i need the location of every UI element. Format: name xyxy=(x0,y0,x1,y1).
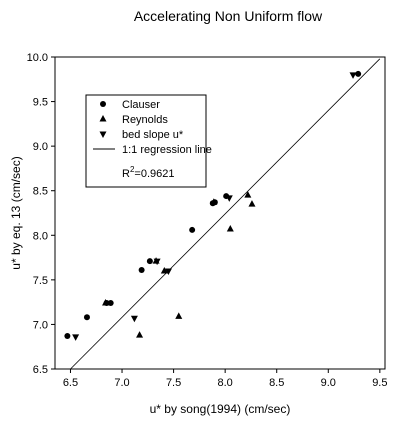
data-point-reynolds xyxy=(210,198,218,205)
data-point-clauser xyxy=(138,267,145,274)
legend-label-bed-slope-u: bed slope u* xyxy=(122,129,184,141)
x-tick-label: 8.5 xyxy=(269,377,284,389)
x-tick-label: 7.0 xyxy=(114,377,129,389)
data-point-clauser xyxy=(83,314,90,321)
y-tick-label: 8.5 xyxy=(33,186,48,198)
x-tick-label: 9.0 xyxy=(321,377,336,389)
y-tick-label: 7.0 xyxy=(33,319,48,331)
data-point-bed-slope-u xyxy=(349,72,357,79)
data-point-reynolds xyxy=(175,312,183,319)
legend-marker-clauser xyxy=(100,101,106,107)
data-point-reynolds xyxy=(248,200,256,207)
data-point-bed-slope-u xyxy=(153,258,161,266)
y-axis-label: u* by eq. 13 (cm/sec) xyxy=(9,156,23,269)
data-point-reynolds xyxy=(160,266,168,274)
legend: Clauser Reynolds bed slope u* 1:1 regressio… xyxy=(85,94,212,188)
legend-label-reynolds: Reynolds xyxy=(122,114,168,126)
data-point-reynolds xyxy=(226,225,234,232)
data-point-clauser xyxy=(355,70,362,77)
legend-box xyxy=(85,94,207,188)
y-tick-label: 7.5 xyxy=(33,275,48,287)
plot-frame xyxy=(54,56,386,370)
regression-line xyxy=(70,58,381,370)
x-tick-label: 8.0 xyxy=(218,377,233,389)
data-point-clauser xyxy=(189,226,196,233)
x-tick-label: 7.5 xyxy=(166,377,181,389)
y-tick-label: 9.0 xyxy=(33,141,48,153)
chart-title: Accelerating Non Uniform flow xyxy=(134,8,323,24)
y-tick-label: 9.5 xyxy=(33,97,48,109)
r-squared-superscript: 2 xyxy=(130,165,135,174)
x-tick-label: 9.5 xyxy=(372,377,387,389)
r-squared-value: =0.9621 xyxy=(134,168,174,180)
x-tick-label: 6.5 xyxy=(63,377,78,389)
data-point-bed-slope-u xyxy=(225,195,233,202)
legend-marker-reynolds xyxy=(99,115,107,122)
data-point-bed-slope-u xyxy=(72,334,80,341)
y-tick-label: 8.0 xyxy=(33,230,48,242)
data-point-reynolds xyxy=(102,299,110,306)
y-tick-label: 10.0 xyxy=(27,52,48,64)
legend-label-regression-line: 1:1 regression line xyxy=(122,144,212,156)
x-axis-label: u* by song(1994) (cm/sec) xyxy=(150,402,291,416)
data-point-clauser xyxy=(107,300,114,307)
r-squared-annotation: R2=0.9621 xyxy=(122,165,174,180)
data-point-bed-slope-u xyxy=(164,268,172,275)
data-point-reynolds xyxy=(244,191,252,198)
legend-marker-bed-slope-u xyxy=(99,131,107,138)
r-squared-prefix: R xyxy=(122,168,130,180)
legend-label-clauser: Clauser xyxy=(122,99,160,111)
data-point-reynolds xyxy=(136,331,144,338)
data-point-clauser xyxy=(64,333,71,340)
y-tick-label: 6.5 xyxy=(33,364,48,376)
data-point-clauser xyxy=(146,258,153,265)
data-point-bed-slope-u xyxy=(130,315,138,323)
